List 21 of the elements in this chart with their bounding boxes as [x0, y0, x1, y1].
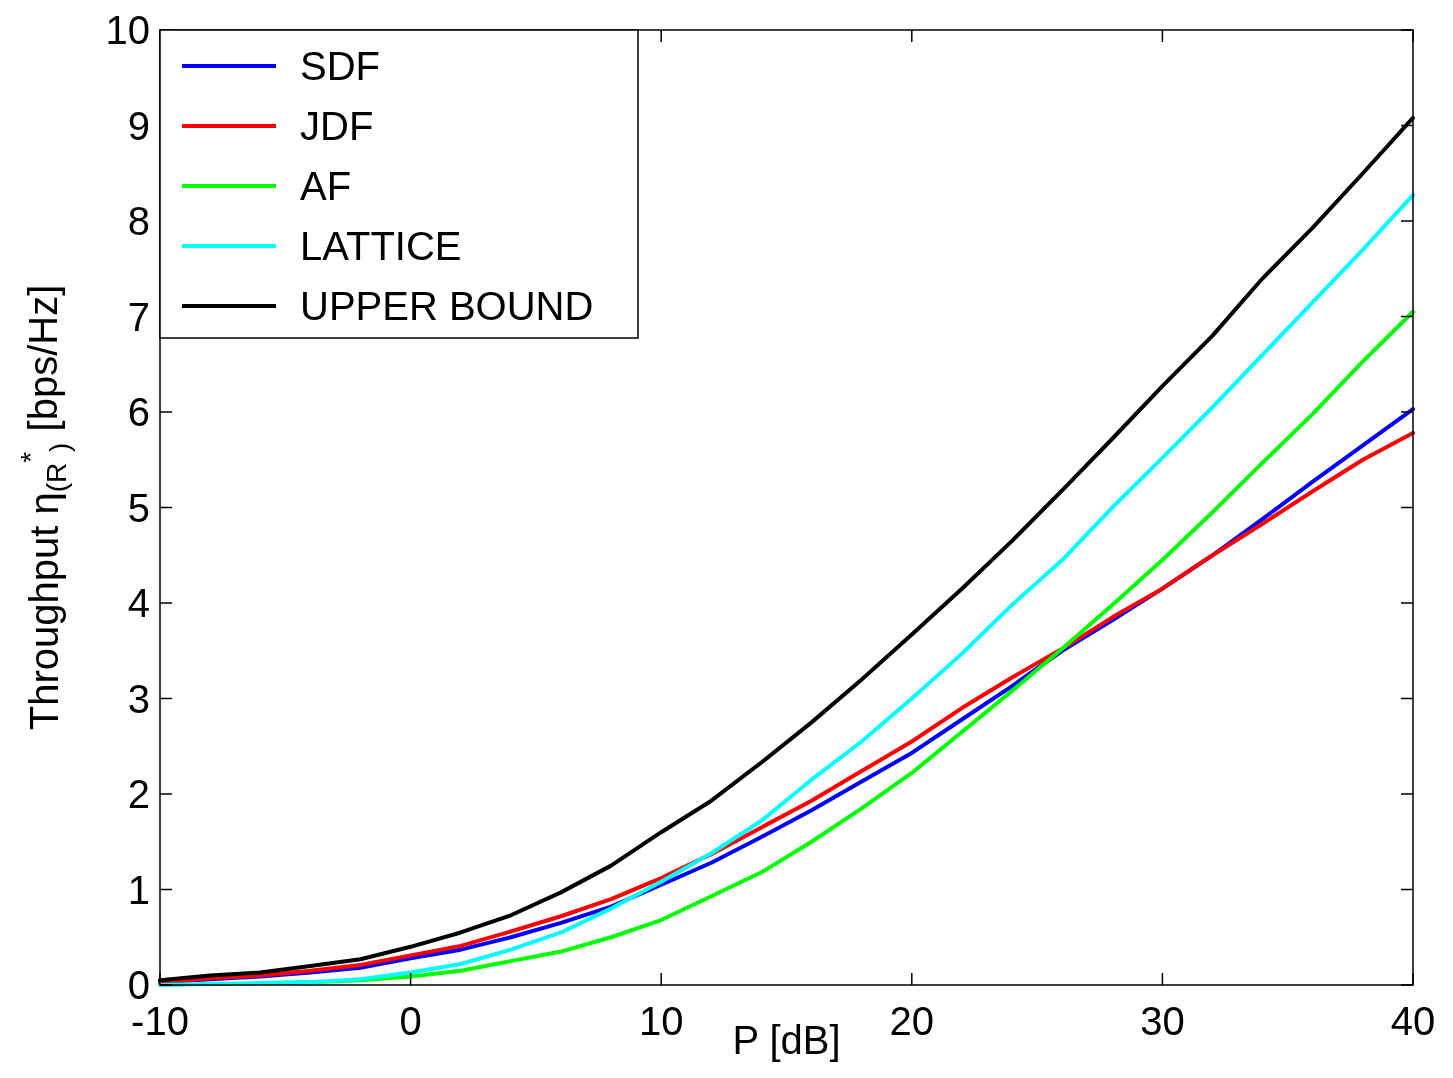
- x-tick-label: 30: [1140, 999, 1185, 1043]
- y-tick-label: 2: [127, 772, 150, 816]
- x-tick-label: 10: [638, 999, 684, 1043]
- y-tick-label: 8: [127, 199, 150, 243]
- x-axis-title: P [dB]: [732, 1018, 841, 1062]
- y-tick-label: 1: [127, 867, 150, 912]
- x-tick-label: 0: [399, 999, 422, 1043]
- legend-label: UPPER BOUND: [300, 284, 594, 328]
- y-tick-label: 10: [105, 8, 150, 52]
- y-tick-label: 4: [127, 581, 150, 625]
- legend-label: AF: [300, 164, 352, 208]
- legend-label: JDF: [300, 104, 374, 148]
- legend-label: SDF: [300, 44, 380, 88]
- x-tick-label: 40: [1390, 999, 1436, 1043]
- y-tick-label: 9: [127, 103, 150, 148]
- y-tick-label: 6: [127, 390, 150, 434]
- y-tick-label: 7: [127, 294, 150, 339]
- y-tick-label: 5: [127, 485, 150, 530]
- y-tick-label: 3: [127, 676, 150, 721]
- legend-label: LATTICE: [300, 224, 462, 268]
- x-tick-label: 20: [889, 999, 935, 1043]
